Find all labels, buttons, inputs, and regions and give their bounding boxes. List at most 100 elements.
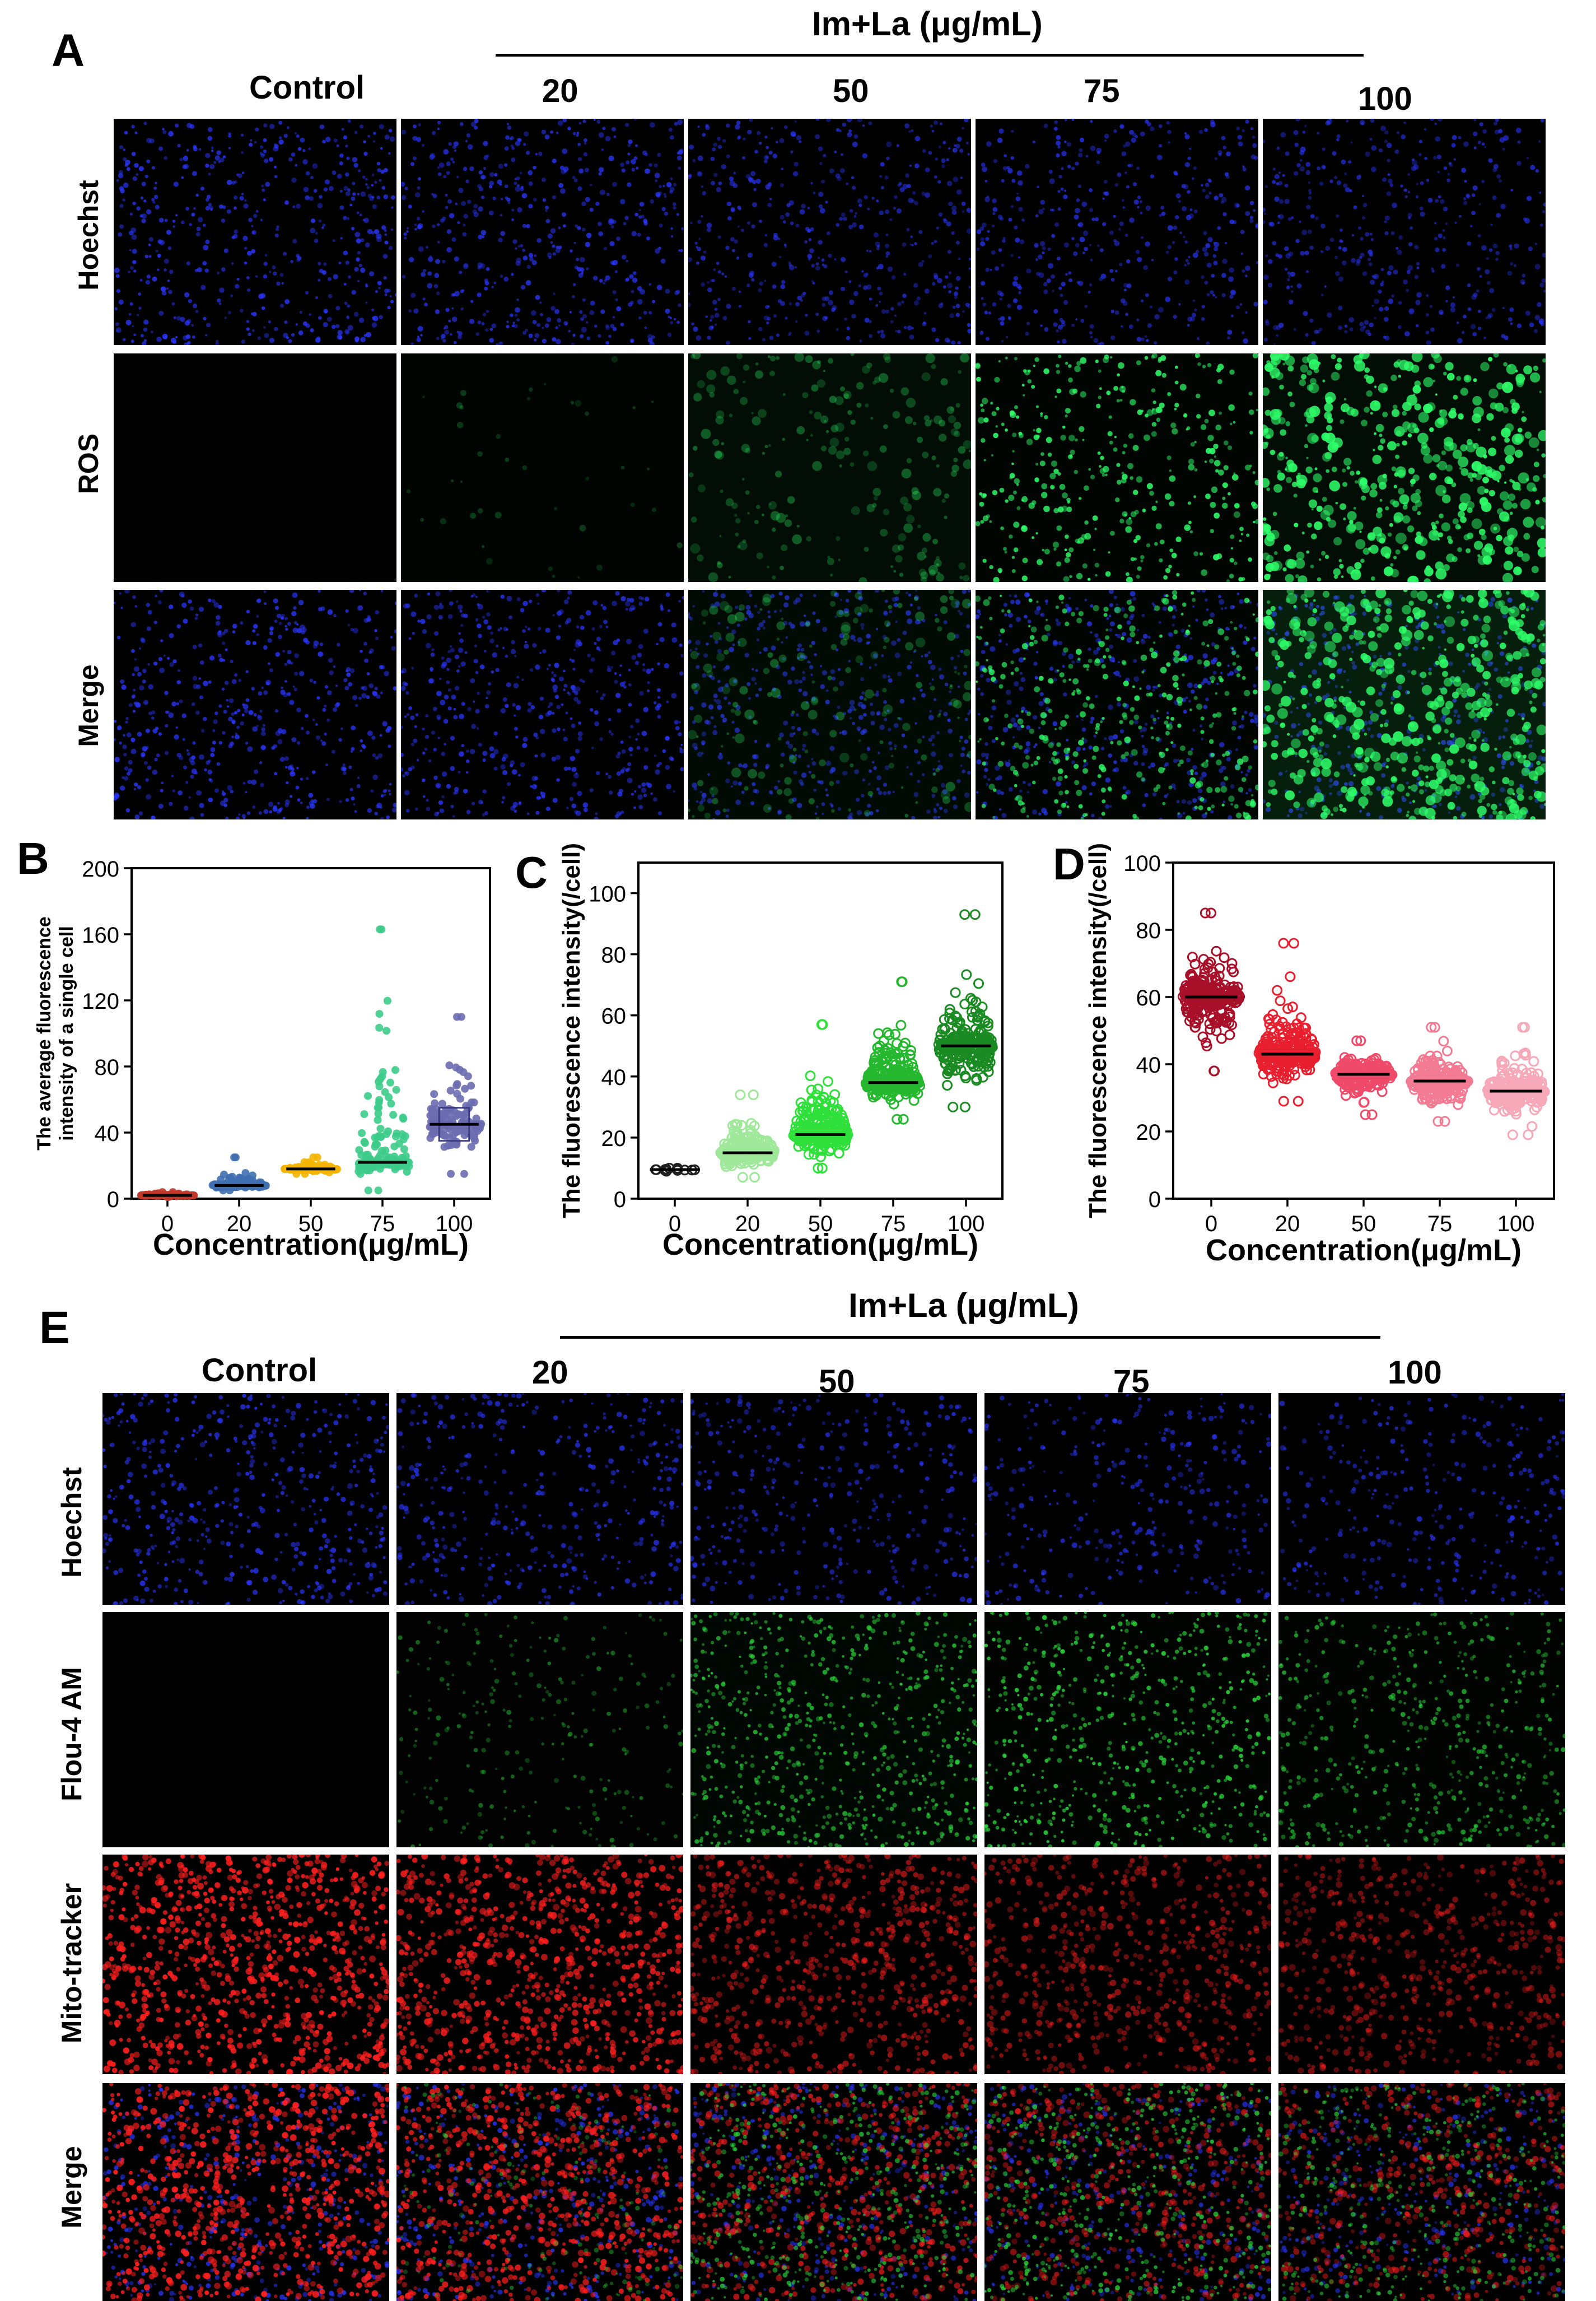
y-axis-label: The fluorescence intensity(/cell)	[558, 843, 585, 1218]
data-point	[376, 1010, 384, 1018]
data-point	[960, 1102, 969, 1111]
data-point	[1286, 972, 1295, 981]
data-point	[447, 1170, 455, 1178]
panel-a-image-hoechst-control	[114, 119, 396, 345]
panel-a-row-hoechst: Hoechst	[72, 180, 105, 290]
y-tick-label: 0	[614, 1187, 626, 1212]
panel-a-col-75: 75	[1084, 75, 1120, 108]
panel-a-header: Im+La (μg/mL)	[812, 4, 1043, 43]
data-point	[389, 1111, 397, 1119]
data-point	[1294, 1097, 1303, 1106]
panel-e-image-flou4-50	[690, 1612, 977, 1847]
panel-letter-c: C	[515, 847, 548, 897]
panel-e-image-hoechst-100	[1278, 1393, 1565, 1605]
data-point	[1273, 986, 1282, 995]
data-point	[360, 1110, 368, 1118]
panel-a-image-ros-20	[401, 353, 684, 582]
data-point	[970, 910, 979, 919]
panel-letter-b: B	[17, 833, 49, 883]
points-50	[1331, 1036, 1397, 1119]
data-point	[1361, 1110, 1370, 1119]
data-point	[1529, 1057, 1538, 1066]
data-point	[468, 1143, 475, 1151]
panel-a-col-100: 100	[1358, 83, 1412, 115]
y-tick-label: 120	[82, 989, 119, 1014]
y-tick-label: 0	[1149, 1187, 1161, 1212]
data-point	[375, 1186, 382, 1194]
points-20	[1254, 939, 1320, 1106]
data-point	[375, 1098, 383, 1106]
data-point	[1279, 1097, 1288, 1106]
data-point	[393, 1086, 400, 1094]
y-tick-label: 200	[82, 857, 119, 882]
data-point	[365, 1186, 372, 1194]
data-point	[384, 997, 391, 1005]
data-point	[806, 1072, 815, 1080]
data-point	[1289, 939, 1298, 948]
data-point	[467, 1082, 475, 1089]
y-tick-label: 80	[1136, 919, 1161, 943]
y-tick-label: 40	[95, 1121, 120, 1146]
data-point	[459, 1068, 467, 1076]
panel-a-image-ros-100	[1263, 353, 1546, 582]
panel-e-row-hoechst: Hoechst	[55, 1467, 88, 1577]
panel-e-image-merge-75	[984, 2083, 1271, 2301]
data-point	[454, 1080, 461, 1088]
y-tick-label: 40	[601, 1065, 627, 1090]
panel-letter-d: D	[1053, 839, 1085, 889]
y-tick-label: 20	[1136, 1120, 1161, 1145]
panel-a-image-hoechst-20	[401, 119, 684, 345]
y-tick-label: 100	[589, 882, 626, 907]
panel-a-image-ros-50	[688, 353, 971, 582]
x-tick-label: 100	[1497, 1212, 1535, 1236]
points-50	[281, 1153, 341, 1178]
data-point	[445, 1061, 453, 1069]
panel-e-image-mito-100	[1278, 1855, 1565, 2074]
points-20	[209, 1153, 270, 1194]
data-point	[1217, 1034, 1226, 1043]
data-point	[1528, 1122, 1537, 1131]
panel-e-row-mito: Mito-tracker	[55, 1883, 88, 2043]
data-point	[943, 1081, 952, 1090]
y-axis-label: The fluorescence intensity(/cell)	[1084, 843, 1112, 1218]
y-tick-label: 80	[601, 943, 627, 968]
points-100	[934, 910, 997, 1112]
y-tick-label: 80	[95, 1055, 120, 1080]
panel-e-image-hoechst-control	[102, 1393, 389, 1605]
data-point	[376, 1082, 384, 1090]
panel-e-image-mito-20	[396, 1855, 683, 2074]
y-tick-label: 100	[1123, 851, 1161, 876]
data-point	[736, 1091, 745, 1100]
y-tick-label: 60	[601, 1004, 627, 1029]
data-point	[375, 1024, 383, 1032]
data-point	[1210, 1066, 1219, 1075]
panel-a-image-hoechst-100	[1263, 119, 1546, 345]
panel-e-image-merge-20	[396, 2083, 683, 2301]
y-tick-label: 60	[1136, 986, 1161, 1010]
data-point	[814, 1084, 823, 1093]
data-point	[1279, 939, 1288, 948]
panel-e-image-flou4-control	[102, 1612, 389, 1847]
panel-a-image-merge-75	[976, 590, 1258, 819]
data-point	[314, 1153, 321, 1161]
panel-a-image-hoechst-50	[688, 119, 971, 345]
points-100	[1483, 1023, 1550, 1139]
data-point	[464, 1105, 472, 1112]
panel-e-image-merge-control	[102, 2083, 389, 2301]
data-point	[1443, 1046, 1452, 1055]
data-point	[1207, 909, 1216, 917]
data-point	[1508, 1130, 1517, 1139]
data-point	[897, 1021, 906, 1030]
data-point	[399, 1114, 407, 1121]
panel-a-image-ros-75	[976, 353, 1258, 582]
data-point	[382, 1153, 390, 1161]
points-100	[426, 1013, 486, 1178]
panel-e-image-flou4-100	[1278, 1612, 1565, 1847]
panel-a-image-merge-50	[688, 590, 971, 819]
x-tick-label: 20	[1275, 1212, 1300, 1236]
panel-a-image-hoechst-75	[976, 119, 1258, 345]
data-point	[824, 1077, 833, 1086]
data-point	[1439, 1037, 1448, 1046]
data-point	[386, 1079, 394, 1087]
